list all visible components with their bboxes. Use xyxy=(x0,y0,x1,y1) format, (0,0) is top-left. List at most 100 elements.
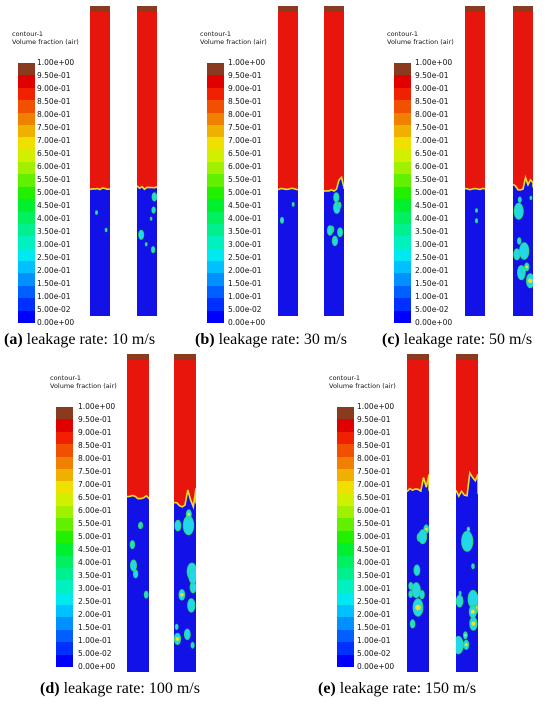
colorbar-tick-label: 5.00e-02 xyxy=(78,649,112,658)
colorbar-band xyxy=(18,298,35,311)
colorbar-tick-label: 1.00e+00 xyxy=(78,402,116,411)
interface-line xyxy=(90,187,110,191)
colorbar-tick-label: 2.00e-01 xyxy=(415,266,449,275)
air-region xyxy=(456,354,478,497)
colorbar-tick-label: 2.50e-01 xyxy=(78,597,112,606)
bubble xyxy=(411,582,421,599)
bubble xyxy=(337,201,342,209)
bubble xyxy=(413,564,421,576)
colorbar-band xyxy=(337,493,354,506)
colorbar-tick-label: 5.00e-02 xyxy=(228,305,262,314)
colorbar-tick-label: 9.00e-01 xyxy=(357,428,391,437)
colorbar-band xyxy=(337,642,354,655)
panel-label: (c) xyxy=(382,331,400,348)
colorbar-tick-label: 0.00e+00 xyxy=(415,318,453,327)
colorbar-band xyxy=(18,100,35,113)
colorbar-tick-label: 4.50e-01 xyxy=(415,201,449,210)
column-front-view xyxy=(465,6,485,316)
colorbar xyxy=(56,407,73,667)
colorbar-tick-label: 7.00e-01 xyxy=(357,480,391,489)
colorbar-tick-label: 2.50e-01 xyxy=(357,597,391,606)
colorbar-band xyxy=(207,223,224,237)
colorbar-band xyxy=(394,273,411,286)
colorbar xyxy=(207,63,224,323)
column-side-view xyxy=(137,6,157,316)
colorbar-tick-label: 2.00e-01 xyxy=(78,610,112,619)
colorbar-tick-label: 4.00e-01 xyxy=(357,558,391,567)
colorbar-tick-label: 1.50e-01 xyxy=(78,623,112,632)
colorbar-tick-label: 7.50e-01 xyxy=(357,467,391,476)
colorbar-band xyxy=(394,63,411,76)
colorbar-tick-label: 5.00e-02 xyxy=(37,305,71,314)
interface-line xyxy=(456,470,478,498)
bubble xyxy=(461,530,474,552)
panel-caption: leakage rate: 150 m/s xyxy=(339,680,477,697)
bubble-core xyxy=(471,621,476,626)
colorbar-band xyxy=(207,75,224,88)
colorbar-tick-label: 2.50e-01 xyxy=(228,253,262,262)
air-region xyxy=(174,354,196,507)
bubble-core xyxy=(424,527,428,531)
colorbar-band xyxy=(207,298,224,311)
bubble xyxy=(517,196,522,203)
air-region xyxy=(90,6,110,190)
bubble xyxy=(183,628,191,641)
colorbar-tick-label: 7.00e-01 xyxy=(78,480,112,489)
colorbar-tick-label: 0.00e+00 xyxy=(357,662,395,671)
panel-caption: leakage rate: 30 m/s xyxy=(218,331,347,348)
interface-line xyxy=(407,474,429,493)
outlet-band xyxy=(137,6,157,12)
column-side-view xyxy=(513,6,533,316)
colorbar-band xyxy=(394,174,411,187)
colorbar-tick-label: 1.00e-01 xyxy=(228,292,262,301)
colorbar-tick-label: 6.00e-01 xyxy=(357,506,391,515)
bubble-core xyxy=(467,528,470,530)
colorbar-tick-label: 5.00e-01 xyxy=(228,188,262,197)
colorbar-band xyxy=(394,124,411,138)
colorbar-tick-label: 1.50e-01 xyxy=(415,279,449,288)
interface-line xyxy=(513,174,533,191)
colorbar-tick-label: 5.00e-02 xyxy=(357,649,391,658)
colorbar-band xyxy=(18,223,35,237)
colorbar xyxy=(394,63,411,323)
colorbar-tick-label: 2.50e-01 xyxy=(37,253,71,262)
colorbar-tick-label: 5.50e-01 xyxy=(78,519,112,528)
colorbar-tick-label: 9.50e-01 xyxy=(228,71,262,80)
colorbar-tick-label: 3.50e-01 xyxy=(37,227,71,236)
colorbar-band xyxy=(337,456,354,469)
colorbar-tick-label: 4.50e-01 xyxy=(78,545,112,554)
bubble xyxy=(513,202,524,220)
colorbar-band xyxy=(394,223,411,237)
colorbar-subtitle: Volume fraction (air) xyxy=(50,382,117,390)
colorbar-tick-label: 2.50e-01 xyxy=(415,253,449,262)
colorbar-band xyxy=(56,555,73,568)
colorbar-header: contour-1 Volume fraction (air) xyxy=(200,30,267,46)
outlet-band xyxy=(90,6,110,12)
colorbar-band xyxy=(337,580,354,593)
colorbar-band xyxy=(56,580,73,593)
colorbar-tick-label: 6.00e-01 xyxy=(228,162,262,171)
air-region xyxy=(324,6,344,192)
bubble xyxy=(143,590,149,599)
bubble xyxy=(520,266,526,275)
contour-title: contour-1 xyxy=(329,374,361,382)
colorbar-band xyxy=(207,261,224,274)
colorbar-tick-label: 5.50e-01 xyxy=(415,175,449,184)
colorbar-tick-label: 1.00e-01 xyxy=(37,292,71,301)
column-contour xyxy=(407,354,429,672)
colorbar-band xyxy=(56,617,73,630)
air-region xyxy=(278,6,298,190)
colorbar-band xyxy=(337,530,354,544)
colorbar-band xyxy=(56,518,73,531)
colorbar-tick-label: 4.00e-01 xyxy=(78,558,112,567)
colorbar xyxy=(18,63,35,323)
panel-label: (e) xyxy=(318,680,336,697)
colorbar-band xyxy=(56,407,73,420)
outlet-band xyxy=(278,6,298,12)
colorbar-band xyxy=(56,642,73,655)
colorbar-band xyxy=(56,468,73,482)
bubble xyxy=(137,522,142,530)
contour-title: contour-1 xyxy=(12,30,44,38)
colorbar-band xyxy=(56,493,73,506)
contour-title: contour-1 xyxy=(50,374,82,382)
